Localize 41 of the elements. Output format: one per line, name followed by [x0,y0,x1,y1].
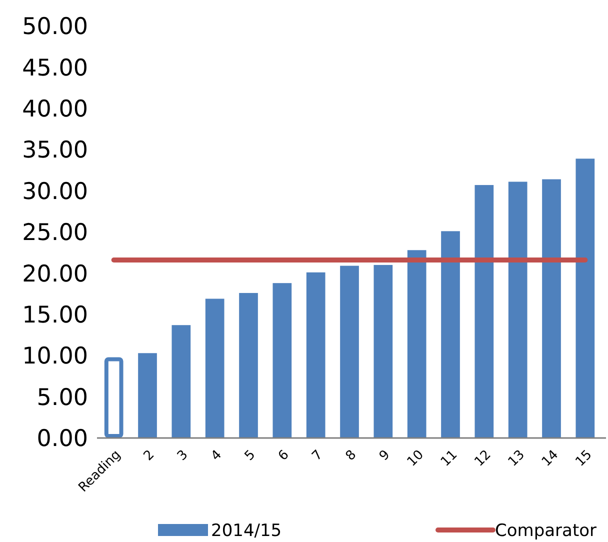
bar [239,292,258,438]
x-tick-label: 2 [141,447,158,464]
x-tick-label: 15 [572,447,596,470]
bar [374,264,393,438]
y-tick-label: 20.00 [22,261,88,288]
bar [407,250,426,438]
bar [205,298,224,438]
x-tick-label: 6 [276,447,292,464]
x-tick-label: 7 [309,447,326,464]
bar [474,185,494,438]
bar [306,272,326,438]
bar [508,182,528,438]
bar [441,231,460,438]
y-tick-label: 10.00 [22,344,88,370]
y-tick-label: 50.00 [22,14,88,40]
bar [172,325,191,438]
x-tick-label: 3 [174,447,192,464]
legend-label: Comparator [495,520,597,541]
x-tick-label: 4 [208,447,225,464]
y-tick-label: 30.00 [22,178,88,205]
bar [138,353,157,438]
x-tick-label: 10 [404,447,427,470]
y-tick-label: 40.00 [22,96,88,122]
y-tick-label: 35.00 [22,138,88,164]
y-tick-label: 15.00 [22,302,88,328]
bar [542,179,561,438]
x-tick-label: 11 [438,447,461,470]
x-tick-label: 14 [539,447,562,470]
y-tick-label: 25.00 [22,220,88,246]
y-tick-label: 0.00 [36,426,88,452]
x-tick-label: 5 [242,447,259,464]
x-tick-label: 8 [343,447,360,464]
legend-label: 2014/15 [211,520,282,541]
x-tick-label: 9 [376,447,394,464]
bar [272,283,292,438]
bar [340,266,359,438]
x-tick-label: 13 [506,447,528,470]
bar [576,158,595,438]
y-tick-label: 5.00 [36,384,88,411]
y-tick-label: 45.00 [22,55,88,82]
x-tick-label: 12 [472,447,494,470]
